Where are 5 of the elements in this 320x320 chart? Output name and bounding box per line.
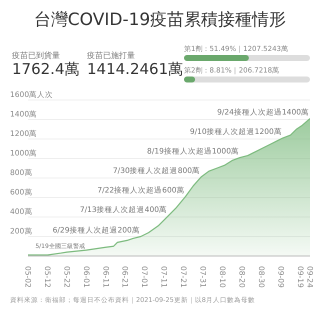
text: 1762.4萬 [12,60,80,79]
text: 疫苗已到貨量 [12,50,60,61]
text: 疫苗已施打量 [87,50,135,61]
text: 1414.2461萬 [87,60,184,79]
text: 台灣COVID-19疫苗累積接種情形 [32,9,288,31]
